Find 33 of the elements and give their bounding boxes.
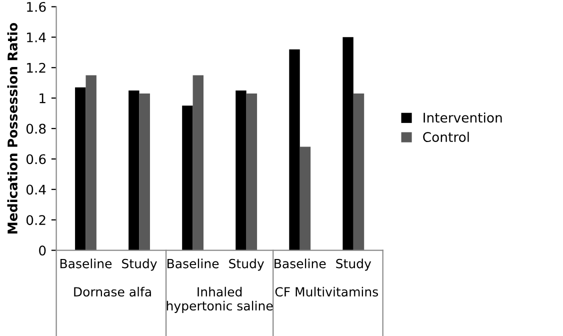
x-tick-label: Study <box>229 258 264 271</box>
legend-label: Control <box>423 132 469 142</box>
x-tick-label: Study <box>122 258 157 271</box>
bar <box>246 94 258 250</box>
y-axis-title: Medication Possession Ratio <box>7 22 18 234</box>
bar <box>353 94 364 250</box>
bar <box>300 146 311 250</box>
x-tick-label: Baseline <box>60 258 112 268</box>
y-tick-label: 1.2 <box>27 62 46 73</box>
bar <box>139 94 150 250</box>
text: Inhaled hypertonic saline <box>166 286 273 313</box>
bar <box>86 75 96 250</box>
bar <box>75 87 86 250</box>
y-tick-label: 0.2 <box>26 215 46 226</box>
bar <box>128 90 140 250</box>
bar <box>342 37 354 250</box>
text: CF Multivitamins <box>275 286 378 297</box>
bar <box>289 49 300 250</box>
y-tick-label: 0.8 <box>26 124 46 134</box>
legend-label: Intervention <box>424 112 502 123</box>
x-tick-label: Baseline <box>274 258 326 268</box>
y-tick-label: 1.6 <box>27 2 46 12</box>
y-tick-label: 0.4 <box>26 184 46 195</box>
text: Dornase alfa <box>74 286 151 297</box>
bar <box>182 106 193 250</box>
bar <box>236 90 246 250</box>
y-tick-label: 1 <box>40 93 46 104</box>
bar <box>192 75 204 250</box>
y-tick-label: 0.6 <box>26 154 46 164</box>
x-tick-label: Baseline <box>168 258 219 268</box>
y-tick-label: 1.4 <box>27 32 46 42</box>
y-tick-label: 0 <box>39 246 46 256</box>
x-tick-label: Study <box>336 258 372 271</box>
